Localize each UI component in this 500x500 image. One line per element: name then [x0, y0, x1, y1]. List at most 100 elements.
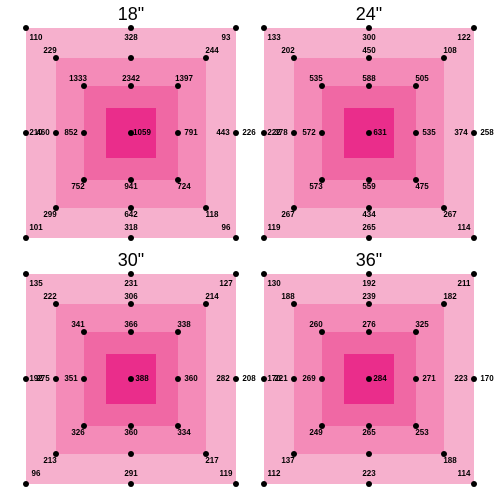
data-point-dot: [81, 130, 87, 136]
data-point-label: 338: [177, 321, 190, 329]
data-point-label: 724: [177, 183, 190, 191]
data-point-label: 326: [71, 429, 84, 437]
data-point-label: 213: [43, 457, 56, 465]
data-point-dot: [128, 271, 134, 277]
data-point-dot: [291, 55, 297, 61]
data-point-label: 328: [124, 34, 137, 42]
data-point-label: 135: [29, 280, 42, 288]
stage: 1103289321044322610131896229244460299642…: [26, 28, 236, 238]
data-point-dot: [366, 329, 372, 335]
data-point-dot: [413, 83, 419, 89]
data-point-label: 96: [222, 224, 231, 232]
data-point-label: 559: [362, 183, 375, 191]
data-point-label: 334: [177, 429, 190, 437]
data-point-label: 188: [281, 293, 294, 301]
data-point-label: 291: [124, 470, 137, 478]
data-point-dot: [413, 376, 419, 382]
data-point-dot: [128, 376, 134, 382]
data-point-label: 573: [309, 183, 322, 191]
data-point-dot: [175, 130, 181, 136]
panel-24in: 24" 133300122222374258119265114202450108…: [252, 4, 486, 246]
data-point-dot: [441, 55, 447, 61]
data-point-dot: [471, 271, 477, 277]
data-point-label: 137: [281, 457, 294, 465]
data-point-label: 325: [415, 321, 428, 329]
data-point-label: 275: [36, 375, 49, 383]
data-point-label: 133: [267, 34, 280, 42]
data-point-label: 2342: [122, 75, 140, 83]
data-point-label: 182: [443, 293, 456, 301]
data-point-dot: [261, 25, 267, 31]
data-point-label: 244: [205, 47, 218, 55]
data-point-label: 202: [281, 47, 294, 55]
data-point-label: 475: [415, 183, 428, 191]
data-point-label: 941: [124, 183, 137, 191]
data-point-dot: [319, 130, 325, 136]
data-point-label: 1333: [69, 75, 87, 83]
data-point-dot: [366, 83, 372, 89]
data-point-label: 249: [309, 429, 322, 437]
data-point-dot: [319, 329, 325, 335]
data-point-label: 231: [124, 280, 137, 288]
data-point-dot: [471, 25, 477, 31]
data-point-dot: [53, 301, 59, 307]
data-point-label: 112: [268, 470, 281, 478]
panel-title: 18": [118, 4, 144, 26]
data-point-dot: [233, 271, 239, 277]
data-point-dot: [413, 329, 419, 335]
data-point-label: 299: [43, 211, 56, 219]
data-point-label: 253: [415, 429, 428, 437]
data-point-dot: [23, 25, 29, 31]
data-point-label: 267: [281, 211, 294, 219]
data-point-dot: [366, 376, 372, 382]
data-point-dot: [261, 235, 267, 241]
data-point-label: 265: [362, 224, 375, 232]
data-point-dot: [53, 130, 59, 136]
data-point-label: 450: [362, 47, 375, 55]
data-point-dot: [413, 130, 419, 136]
data-point-label: 341: [71, 321, 84, 329]
panel-title: 24": [356, 4, 382, 26]
data-point-label: 351: [64, 375, 77, 383]
data-point-label: 588: [362, 75, 375, 83]
data-point-dot: [53, 376, 59, 382]
data-point-dot: [291, 301, 297, 307]
data-point-label: 267: [443, 211, 456, 219]
data-point-label: 791: [184, 129, 197, 137]
data-point-label: 505: [415, 75, 428, 83]
data-point-label: 114: [458, 224, 471, 232]
data-point-dot: [128, 481, 134, 487]
data-point-label: 265: [362, 429, 375, 437]
data-point-dot: [366, 271, 372, 277]
data-point-dot: [261, 481, 267, 487]
data-point-dot: [319, 83, 325, 89]
data-point-dot: [128, 301, 134, 307]
stage: 1352311271922822089629111922230621427521…: [26, 274, 236, 484]
data-point-dot: [23, 271, 29, 277]
data-point-label: 318: [124, 224, 137, 232]
data-point-label: 276: [362, 321, 375, 329]
data-point-dot: [233, 130, 239, 136]
data-point-label: 282: [216, 375, 229, 383]
data-point-dot: [81, 376, 87, 382]
data-point-label: 306: [124, 293, 137, 301]
data-point-dot: [366, 25, 372, 31]
data-point-label: 118: [206, 211, 219, 219]
data-point-dot: [23, 481, 29, 487]
data-point-label: 1059: [133, 129, 151, 137]
data-point-label: 260: [309, 321, 322, 329]
panel-30in: 30" 135231127192282208962911192223062142…: [14, 250, 248, 492]
data-point-label: 211: [458, 280, 471, 288]
data-point-dot: [366, 451, 372, 457]
data-point-dot: [233, 481, 239, 487]
data-point-label: 122: [457, 34, 470, 42]
data-point-label: 366: [124, 321, 137, 329]
data-point-label: 752: [71, 183, 84, 191]
data-point-label: 214: [205, 293, 218, 301]
data-point-label: 119: [268, 224, 281, 232]
data-point-dot: [441, 301, 447, 307]
data-point-dot: [23, 130, 29, 136]
data-point-dot: [23, 235, 29, 241]
data-point-label: 114: [458, 470, 471, 478]
data-point-dot: [81, 329, 87, 335]
